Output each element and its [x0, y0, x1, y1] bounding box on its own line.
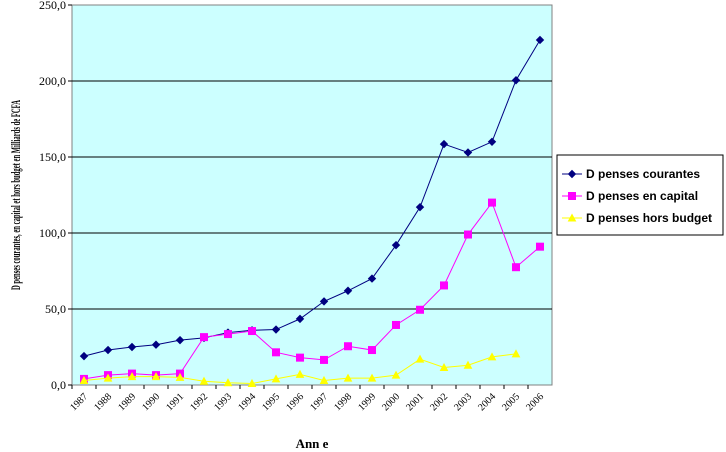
- y-tick-label: 50,0: [45, 302, 66, 316]
- data-point: [79, 351, 89, 361]
- data-point: [487, 352, 497, 361]
- legend-item: D penses en capital: [562, 189, 698, 203]
- y-axis-ticks: 0,0 50,0 100,0 150,0 200,0 250,0: [39, 0, 72, 392]
- legend-box: [556, 154, 724, 236]
- x-tick-label: 2002: [428, 391, 450, 413]
- data-point: [511, 349, 521, 358]
- legend-item: D penses hors budget: [562, 211, 712, 225]
- data-point: [320, 355, 328, 364]
- x-tick-label: 1988: [92, 391, 114, 413]
- x-tick-label: 1998: [332, 391, 354, 413]
- data-point: [127, 372, 137, 381]
- x-tick-label: 1995: [260, 391, 282, 413]
- data-point: [200, 333, 208, 342]
- x-tick-label: 2005: [500, 391, 522, 413]
- data-point: [391, 370, 401, 379]
- data-point: [392, 320, 400, 329]
- data-point: [103, 345, 113, 355]
- x-tick-label: 1993: [212, 391, 234, 413]
- data-point: [247, 378, 257, 387]
- x-tick-label: 1989: [116, 391, 138, 413]
- y-tick-label: 150,0: [39, 150, 66, 164]
- data-point: [439, 362, 449, 372]
- x-tick-label: 2004: [476, 391, 498, 413]
- x-axis-ticks: 1987 1988 1989 1990 1991 1992 1993 1994 1995 1996…: [68, 385, 546, 413]
- data-point: [463, 360, 473, 369]
- series-3: [79, 349, 521, 387]
- legend-swatch-marker: [568, 192, 576, 200]
- data-point: [512, 263, 520, 272]
- plot-area: [71, 4, 553, 386]
- data-point: [488, 198, 496, 207]
- legend-item: D penses courantes: [562, 167, 700, 181]
- y-tick-label: 200,0: [39, 74, 66, 88]
- x-axis-title: Ann e: [296, 436, 329, 451]
- data-point: [391, 240, 401, 250]
- legend-swatch-marker: [567, 213, 577, 222]
- legend-label: D penses en capital: [586, 189, 698, 203]
- data-point: [319, 375, 329, 384]
- data-point: [199, 376, 209, 385]
- data-point: [224, 330, 232, 339]
- data-point: [175, 372, 185, 381]
- x-tick-label: 1996: [284, 391, 306, 413]
- data-point: [343, 373, 353, 382]
- data-point: [296, 353, 304, 362]
- data-point: [536, 242, 544, 251]
- x-tick-label: 1999: [356, 391, 378, 413]
- series-group: [79, 35, 545, 387]
- y-tick-label: 250,0: [39, 0, 66, 12]
- data-point: [464, 230, 472, 239]
- data-point: [440, 281, 448, 290]
- x-tick-label: 1994: [236, 391, 258, 413]
- x-tick-label: 2000: [380, 391, 402, 413]
- data-point: [344, 342, 352, 351]
- data-point: [511, 76, 521, 85]
- x-tick-label: 2001: [404, 391, 426, 413]
- x-tick-label: 1991: [164, 391, 186, 413]
- legend: D penses courantes D penses en capital D p…: [556, 154, 724, 236]
- x-tick-label: 2003: [452, 391, 474, 413]
- data-point: [103, 373, 113, 382]
- data-point: [319, 297, 329, 306]
- data-point: [463, 148, 473, 157]
- data-point: [415, 202, 425, 212]
- data-point: [175, 335, 185, 345]
- data-point: [415, 354, 425, 363]
- data-point: [295, 314, 305, 324]
- data-point: [367, 373, 377, 382]
- data-point: [271, 374, 281, 383]
- legend-label: D penses courantes: [586, 167, 700, 181]
- legend-swatch-marker: [567, 169, 577, 179]
- y-tick-label: 0,0: [51, 378, 66, 392]
- x-tick-label: 2006: [524, 391, 546, 413]
- data-point: [416, 305, 424, 314]
- y-axis-title: D penses courantes, en capital et hors b…: [8, 100, 23, 290]
- data-point: [295, 369, 305, 378]
- data-point: [223, 378, 233, 387]
- data-point: [248, 327, 256, 336]
- data-point: [79, 375, 89, 384]
- data-point: [439, 139, 449, 149]
- data-point: [487, 137, 497, 147]
- data-point: [151, 372, 161, 381]
- data-point: [271, 325, 281, 334]
- x-tick-label: 1992: [188, 391, 210, 413]
- data-point: [368, 346, 376, 355]
- data-point: [272, 348, 280, 357]
- data-point: [343, 286, 353, 295]
- data-point: [127, 342, 137, 352]
- x-tick-label: 1990: [140, 391, 162, 413]
- data-point: [151, 340, 161, 349]
- x-tick-label: 1997: [308, 391, 330, 413]
- legend-label: D penses hors budget: [586, 211, 712, 225]
- x-tick-label: 1987: [68, 391, 90, 413]
- data-point: [367, 274, 377, 283]
- data-point: [535, 35, 545, 45]
- series-line: [83, 39, 541, 357]
- y-tick-label: 100,0: [39, 226, 66, 240]
